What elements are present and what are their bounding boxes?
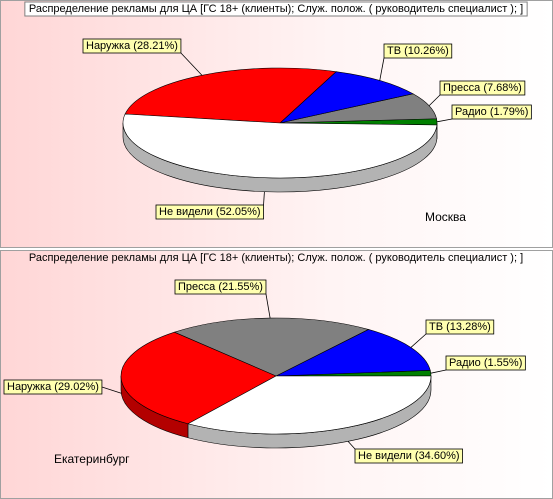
leader-line — [430, 369, 447, 374]
label-category: ТВ — [387, 45, 401, 57]
label-box — [451, 104, 532, 120]
label-category: ТВ — [429, 321, 443, 333]
label-value: (13.28%) — [446, 321, 491, 333]
label-category: Радио — [455, 106, 487, 118]
slice-label: Не видели (52.05%) — [159, 206, 261, 218]
slice-label: Пресса (7.68%) — [443, 82, 522, 94]
leader-line — [265, 293, 271, 319]
city-annotation: Москва — [425, 210, 466, 224]
chart-title: Распределение рекламы для ЦА [ГС 18+ (кл… — [29, 3, 523, 15]
leader-line — [101, 386, 122, 394]
pie-slice — [124, 67, 337, 124]
label-category: Наружка — [86, 40, 131, 52]
label-value: (28.21%) — [133, 40, 178, 52]
label-box — [439, 80, 526, 96]
title-box — [24, 1, 528, 17]
slice-label: Пресса (21.55%) — [178, 281, 263, 293]
label-category: Радио — [449, 357, 481, 369]
leader-line — [436, 118, 453, 123]
pie-slice — [120, 331, 277, 425]
leader-line — [410, 333, 427, 348]
slice-label: Не видели (34.60%) — [358, 450, 460, 462]
label-value: (29.02%) — [54, 381, 99, 393]
label-value: (34.60%) — [415, 450, 460, 462]
label-box — [354, 448, 463, 464]
leader-line — [428, 94, 441, 107]
chart-title: Распределение рекламы для ЦА [ГС 18+ (кл… — [29, 252, 523, 264]
label-box — [425, 319, 495, 335]
label-value: (21.55%) — [218, 281, 263, 293]
label-category: Пресса — [178, 281, 216, 293]
slice-label: ТВ (10.26%) — [387, 45, 449, 57]
label-category: Не видели — [159, 206, 213, 218]
pie-panel: Распределение рекламы для ЦА [ГС 18+ (кл… — [0, 250, 553, 499]
leader-line — [347, 441, 356, 450]
label-value: (10.26%) — [404, 45, 449, 57]
pie-slice — [122, 113, 438, 179]
pie-slice — [187, 375, 432, 435]
label-category: Наружка — [7, 381, 52, 393]
label-box — [174, 279, 267, 295]
label-category: Пресса — [443, 82, 481, 94]
label-category: Не видели — [358, 450, 412, 462]
leader-line — [263, 191, 265, 206]
label-value: (1.79%) — [490, 106, 529, 118]
label-box — [445, 355, 526, 371]
slice-label: ТВ (13.28%) — [429, 321, 491, 333]
label-box — [383, 43, 453, 59]
label-value: (7.68%) — [483, 82, 522, 94]
slice-label: Радио (1.79%) — [455, 106, 528, 118]
label-value: (1.55%) — [484, 357, 523, 369]
label-box — [82, 38, 182, 54]
leader-line — [180, 52, 203, 76]
label-value: (52.05%) — [216, 206, 261, 218]
pie-panel: Распределение рекламы для ЦА [ГС 18+ (кл… — [0, 0, 553, 248]
slice-label: Радио (1.55%) — [449, 357, 522, 369]
leader-line — [379, 57, 385, 81]
pie-slice — [275, 329, 431, 377]
label-box — [3, 379, 103, 395]
city-annotation: Екатеринбург — [54, 452, 130, 466]
label-box — [155, 204, 264, 220]
pie-slice — [173, 317, 370, 377]
slice-label: Наружка (28.21%) — [86, 40, 178, 52]
slice-label: Наружка (29.02%) — [7, 381, 99, 393]
